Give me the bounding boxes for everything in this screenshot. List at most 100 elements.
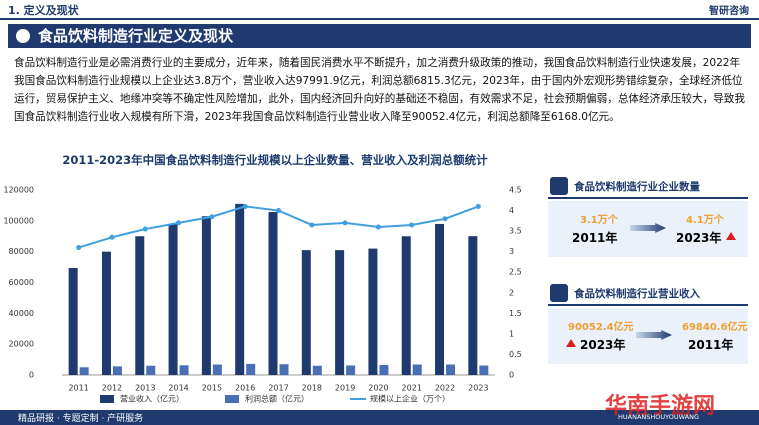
card-year: 2011年 xyxy=(572,231,618,245)
x-tick-label: 2020 xyxy=(368,384,388,393)
x-tick-label: 2011 xyxy=(68,384,88,393)
legend-swatch xyxy=(100,395,114,403)
line-marker xyxy=(109,234,115,240)
line-marker xyxy=(76,245,82,251)
bar xyxy=(168,223,178,375)
arrow xyxy=(630,223,666,233)
watermark-sub: HUANANSHOUYOUWANG xyxy=(618,413,700,421)
bar xyxy=(335,250,345,375)
y2-tick-label: 0.5 xyxy=(509,350,522,359)
legend-label: 利润总额（亿元） xyxy=(245,394,309,404)
arrow xyxy=(636,330,672,340)
y-tick-label: 20000 xyxy=(9,340,34,349)
bar xyxy=(312,365,322,375)
paragraph: 食品饮料制造行业是必需消费行业的主要成分，近年来，随着国民消费水平不断提升，加之… xyxy=(14,57,745,123)
y-tick-label: 60000 xyxy=(9,278,34,287)
y2-tick-label: 4 xyxy=(509,206,514,215)
bar xyxy=(446,364,456,375)
line-marker xyxy=(209,214,215,220)
header-bar xyxy=(0,0,759,20)
legend-swatch xyxy=(225,395,239,403)
chart-title: 2011-2023年中国食品饮料制造行业规模以上企业数量、营业收入及利润总额统计 xyxy=(62,153,488,167)
x-tick-label: 2013 xyxy=(135,384,155,393)
card-header: 食品饮料制造行业企业数量 xyxy=(548,175,748,199)
y-tick-label: 80000 xyxy=(9,247,34,256)
line-marker xyxy=(409,222,415,228)
bar xyxy=(268,212,278,375)
y-tick-label: 120000 xyxy=(3,186,34,195)
y-tick-label: 40000 xyxy=(9,309,34,318)
y2-tick-label: 2.5 xyxy=(509,268,522,277)
bar xyxy=(279,364,289,375)
bar xyxy=(68,268,78,375)
y-tick-label: 0 xyxy=(29,371,34,380)
line-marker xyxy=(276,208,281,214)
line-marker xyxy=(176,220,182,226)
bar xyxy=(79,367,89,375)
bar xyxy=(346,365,356,375)
card-icon xyxy=(550,284,568,302)
line-marker xyxy=(142,226,148,232)
x-tick-label: 2018 xyxy=(302,384,322,393)
bar xyxy=(468,236,478,375)
card-number: 69840.6亿元 xyxy=(682,322,748,333)
bar xyxy=(212,364,222,375)
card-box: 90052.4亿元 2023年 69840.6亿元 2011年 xyxy=(548,308,748,364)
bar xyxy=(479,365,489,375)
logo: 智研咨询 xyxy=(709,6,749,17)
x-tick-label: 2012 xyxy=(102,384,122,393)
y2-tick-label: 3 xyxy=(509,247,514,256)
card-title: 食品饮料制造行业企业数量 xyxy=(574,181,700,193)
line-marker xyxy=(375,224,381,230)
line-marker xyxy=(475,203,481,209)
bar xyxy=(435,223,445,375)
card-box: 3.1万个 2011年 4.1万个 2023年 xyxy=(548,201,748,257)
x-tick-label: 2014 xyxy=(168,384,188,393)
y2-tick-label: 3.5 xyxy=(509,227,522,236)
line-marker xyxy=(309,222,315,228)
section-title: 1. 定义及现状 xyxy=(8,4,79,17)
bar xyxy=(401,236,411,375)
x-tick-label: 2017 xyxy=(268,384,288,393)
bar xyxy=(412,364,422,375)
banner-icon xyxy=(16,29,30,43)
card-number: 4.1万个 xyxy=(686,215,724,226)
card-year: 2011年 xyxy=(688,338,734,352)
bar xyxy=(368,248,378,375)
bar xyxy=(246,363,256,375)
legend-label: 营业收入（亿元） xyxy=(120,394,184,404)
bar xyxy=(135,236,145,375)
chart: 0 20000 40000 60000 80000 100000 120000 0 0.5 1 1.… xyxy=(3,186,522,404)
card-number: 90052.4亿元 xyxy=(568,322,634,333)
card-year: 2023年 xyxy=(676,231,722,245)
card-title: 食品饮料制造行业营业收入 xyxy=(574,288,700,300)
up-arrow xyxy=(566,339,576,347)
bar xyxy=(146,365,156,375)
up-arrow xyxy=(726,232,736,240)
line-marker xyxy=(342,220,348,226)
x-tick-label: 2015 xyxy=(202,384,222,393)
banner: 食品饮料制造行业定义及现状 xyxy=(8,24,751,48)
y-tick-label: 100000 xyxy=(3,216,34,225)
y2-tick-label: 2 xyxy=(509,288,514,297)
y2-tick-label: 1.5 xyxy=(509,309,522,318)
bar xyxy=(301,250,311,375)
bar xyxy=(235,203,245,375)
footer-text: 精品研报 · 专题定制 · 产研服务 xyxy=(18,414,144,424)
bar xyxy=(379,364,389,375)
card-icon xyxy=(550,177,568,195)
bar xyxy=(179,365,189,375)
watermark: 华南手游网 xyxy=(605,394,716,419)
footer-bar xyxy=(0,410,759,425)
x-tick-label: 2022 xyxy=(435,384,455,393)
card-year: 2023年 xyxy=(580,338,626,352)
bar xyxy=(101,251,111,375)
x-tick-label: 2021 xyxy=(402,384,422,393)
line-marker xyxy=(242,203,248,209)
x-tick-label: 2019 xyxy=(335,384,355,393)
x-tick-label: 2023 xyxy=(468,384,488,393)
bar xyxy=(112,366,122,375)
y2-tick-label: 0 xyxy=(509,371,514,380)
card-header: 食品饮料制造行业营业收入 xyxy=(548,282,748,306)
